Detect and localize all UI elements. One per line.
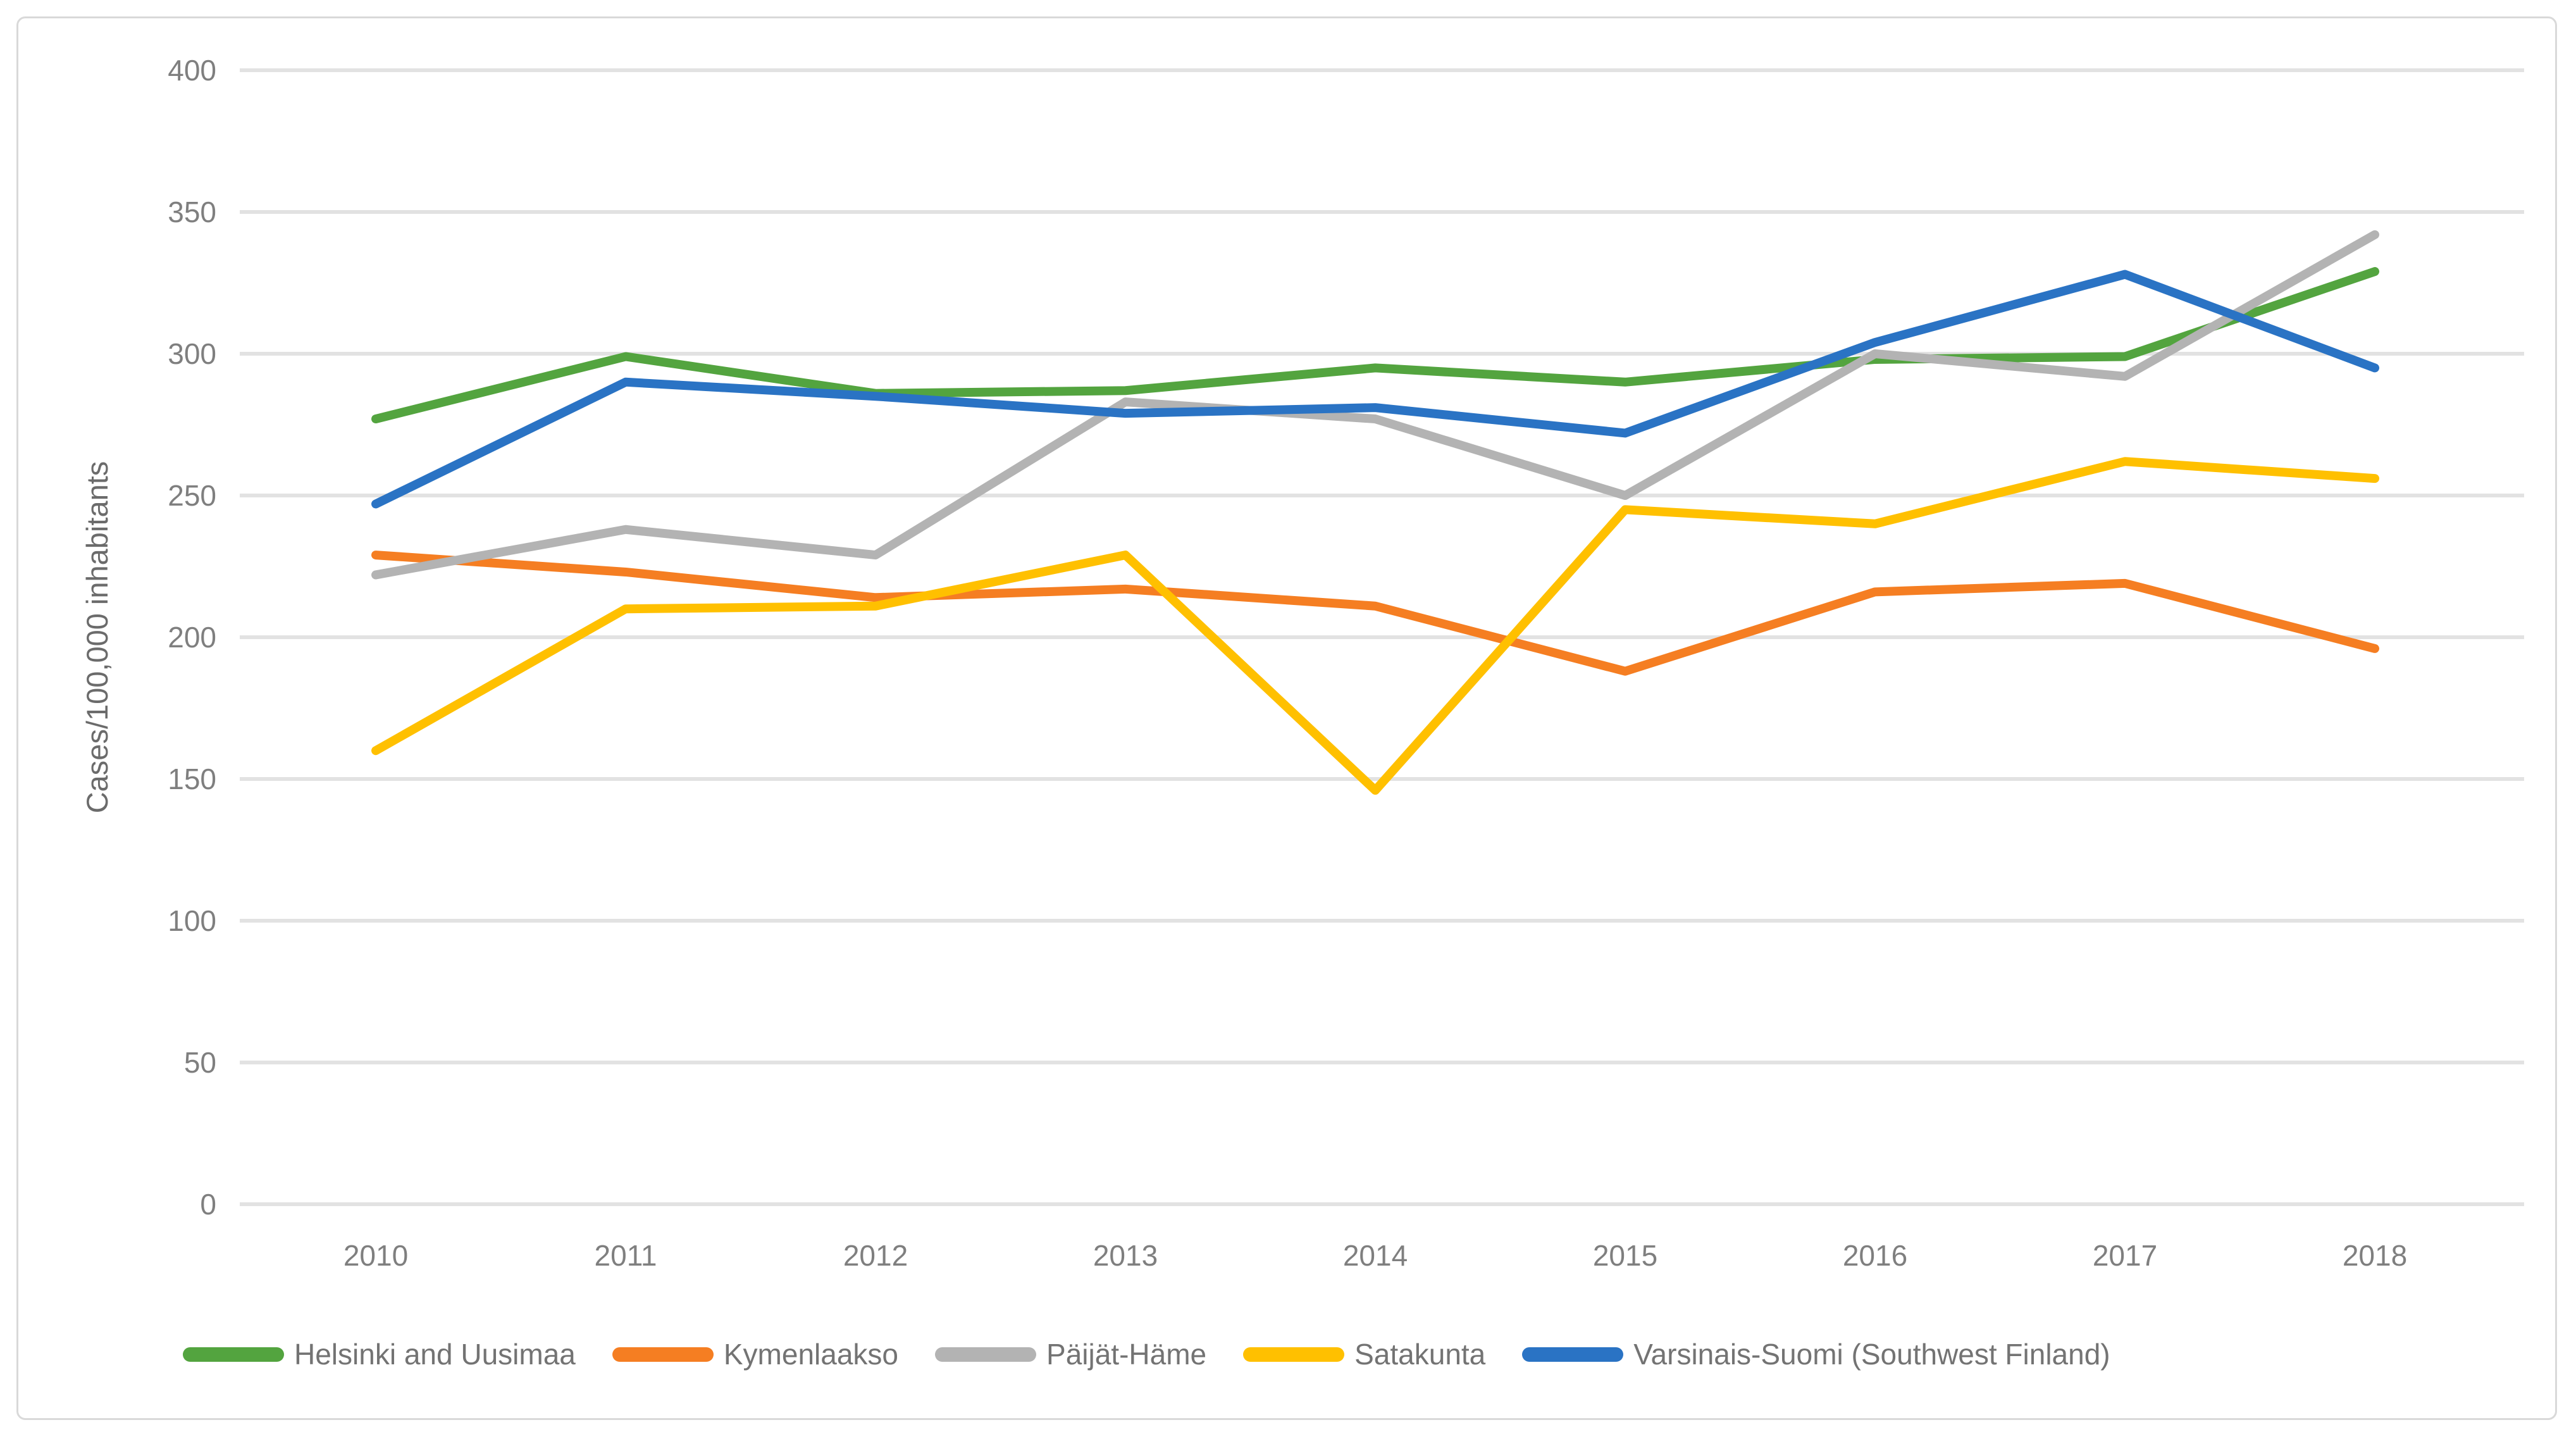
- y-tick-label-150: 150: [168, 763, 216, 795]
- y-tick-label-50: 50: [184, 1046, 216, 1079]
- x-tick-label-2015: 2015: [1593, 1239, 1657, 1272]
- y-tick-label-0: 0: [200, 1188, 216, 1221]
- legend-item-varsinais-suomi-southwest-finland-: Varsinais-Suomi (Southwest Finland): [1522, 1337, 2110, 1371]
- legend-swatch-varsinais-suomi-southwest-finland-: [1522, 1347, 1624, 1362]
- legend-label-p-ij-t-h-me: Päijät-Häme: [1046, 1338, 1207, 1371]
- y-tick-label-200: 200: [168, 621, 216, 654]
- x-tick-label-2011: 2011: [595, 1239, 657, 1272]
- y-tick-label-250: 250: [168, 479, 216, 512]
- x-tick-label-2010: 2010: [344, 1239, 408, 1272]
- y-axis-title: Cases/100,000 inhabitants: [80, 461, 114, 814]
- legend-label-satakunta: Satakunta: [1354, 1338, 1486, 1371]
- legend-swatch-satakunta: [1243, 1347, 1345, 1362]
- legend-label-kymenlaakso: Kymenlaakso: [723, 1338, 899, 1371]
- x-tick-label-2012: 2012: [843, 1239, 908, 1272]
- legend-item-helsinki-and-uusimaa: Helsinki and Uusimaa: [183, 1337, 576, 1371]
- y-tick-label-350: 350: [168, 196, 216, 228]
- legend-item-p-ij-t-h-me: Päijät-Häme: [935, 1337, 1206, 1371]
- legend-label-helsinki-and-uusimaa: Helsinki and Uusimaa: [294, 1338, 576, 1371]
- legend-item-kymenlaakso: Kymenlaakso: [612, 1337, 898, 1371]
- legend-item-satakunta: Satakunta: [1243, 1337, 1485, 1371]
- legend-swatch-kymenlaakso: [612, 1347, 714, 1362]
- x-tick-label-2017: 2017: [2093, 1239, 2157, 1272]
- series-line-satakunta: [371, 457, 2379, 795]
- x-tick-label-2014: 2014: [1343, 1239, 1408, 1272]
- x-tick-label-2018: 2018: [2343, 1239, 2407, 1272]
- series-line-p-ij-t-h-me: [371, 230, 2379, 580]
- legend-swatch-p-ij-t-h-me: [935, 1347, 1037, 1362]
- legend-swatch-helsinki-and-uusimaa: [183, 1347, 284, 1362]
- chart-legend: Helsinki and Uusimaa Kymenlaakso Päijät-Hä…: [183, 1328, 2147, 1381]
- legend-label-varsinais-suomi-southwest-finland-: Varsinais-Suomi (Southwest Finland): [1633, 1338, 2110, 1371]
- series-line-kymenlaakso: [371, 551, 2379, 676]
- series-line-varsinais-suomi-southwest-finland-: [371, 270, 2379, 509]
- x-tick-label-2016: 2016: [1843, 1239, 1907, 1272]
- x-tick-label-2013: 2013: [1093, 1239, 1158, 1272]
- y-tick-label-300: 300: [168, 337, 216, 370]
- series-line-helsinki-and-uusimaa: [371, 267, 2379, 424]
- y-tick-label-100: 100: [168, 904, 216, 937]
- y-tick-label-400: 400: [168, 54, 216, 87]
